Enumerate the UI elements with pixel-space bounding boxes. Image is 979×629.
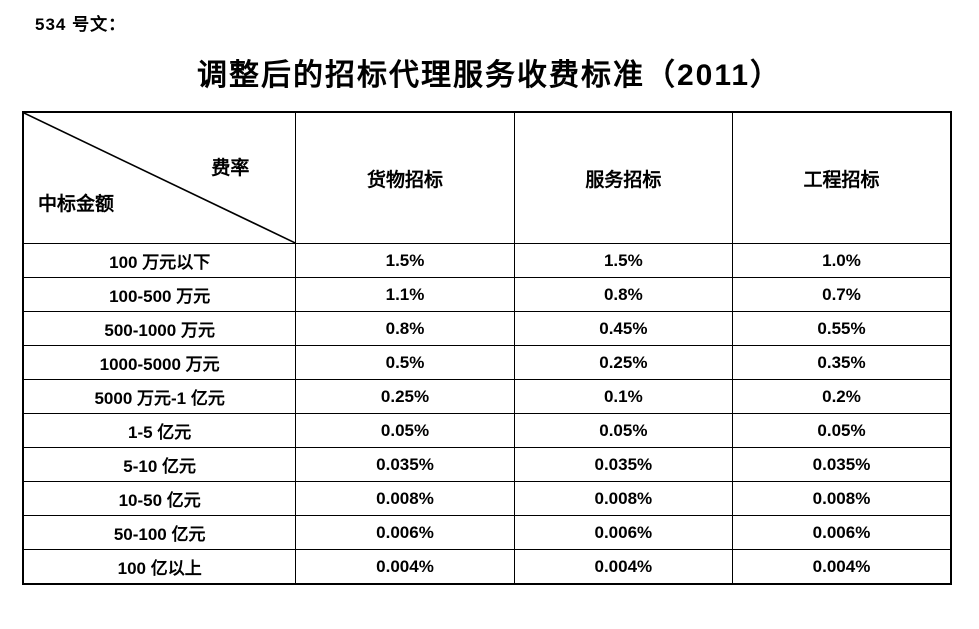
row-label-cell: 100 万元以下 [22, 243, 297, 278]
rate-cell: 0.035% [732, 447, 952, 482]
rate-cell: 0.004% [732, 549, 952, 585]
corner-label-rate: 费率 [211, 158, 250, 179]
fee-table-body: 100 万元以下 1.5% 1.5% 1.0% 100-500 万元 1.1% 0.8% 0.… [22, 243, 952, 585]
rate-cell: 0.008% [295, 481, 515, 516]
row-label-cell: 5000 万元-1 亿元 [22, 379, 297, 414]
table-row: 1000-5000 万元 0.5% 0.25% 0.35% [22, 345, 952, 380]
column-header-services: 服务招标 [513, 111, 734, 244]
doc-number-label: 534 号文： [35, 15, 127, 34]
table-row: 100 万元以下 1.5% 1.5% 1.0% [22, 243, 952, 278]
page-title: 调整后的招标代理服务收费标准（2011） [196, 59, 783, 92]
row-label-cell: 100 亿以上 [22, 549, 297, 585]
rate-cell: 0.2% [732, 379, 952, 414]
corner-header-cell: 费率 中标金额 [22, 111, 297, 244]
rate-cell: 0.05% [295, 413, 515, 448]
rate-cell: 0.004% [295, 549, 515, 585]
table-row: 500-1000 万元 0.8% 0.45% 0.55% [22, 311, 952, 346]
column-header-goods: 货物招标 [295, 111, 515, 244]
column-header-engineering: 工程招标 [732, 111, 952, 244]
row-label-cell: 1000-5000 万元 [22, 345, 297, 380]
rate-cell: 0.8% [513, 277, 734, 312]
rate-cell: 0.55% [732, 311, 952, 346]
rate-cell: 0.8% [295, 311, 515, 346]
rate-cell: 1.5% [513, 243, 734, 278]
rate-cell: 0.008% [732, 481, 952, 516]
table-row: 5000 万元-1 亿元 0.25% 0.1% 0.2% [22, 379, 952, 414]
rate-cell: 0.05% [732, 413, 952, 448]
fee-rate-table: 费率 中标金额 货物招标 服务招标 工程招标 100 万元以下 1.5% 1.5% 1… [22, 111, 952, 585]
rate-cell: 0.1% [513, 379, 734, 414]
rate-cell: 1.5% [295, 243, 515, 278]
diagonal-divider [24, 113, 295, 243]
row-label-cell: 50-100 亿元 [22, 515, 297, 550]
table-row: 1-5 亿元 0.05% 0.05% 0.05% [22, 413, 952, 448]
rate-cell: 0.006% [732, 515, 952, 550]
table-row: 50-100 亿元 0.006% 0.006% 0.006% [22, 515, 952, 550]
rate-cell: 0.45% [513, 311, 734, 346]
rate-cell: 0.7% [732, 277, 952, 312]
rate-cell: 0.006% [295, 515, 515, 550]
rate-cell: 0.5% [295, 345, 515, 380]
row-label-cell: 10-50 亿元 [22, 481, 297, 516]
row-label-cell: 500-1000 万元 [22, 311, 297, 346]
rate-cell: 0.035% [295, 447, 515, 482]
rate-cell: 0.035% [513, 447, 734, 482]
rate-cell: 1.1% [295, 277, 515, 312]
rate-cell: 0.004% [513, 549, 734, 585]
table-row: 100 亿以上 0.004% 0.004% 0.004% [22, 549, 952, 585]
rate-cell: 0.006% [513, 515, 734, 550]
row-label-cell: 1-5 亿元 [22, 413, 297, 448]
rate-cell: 0.25% [513, 345, 734, 380]
table-row: 5-10 亿元 0.035% 0.035% 0.035% [22, 447, 952, 482]
table-row: 100-500 万元 1.1% 0.8% 0.7% [22, 277, 952, 312]
header-row: 费率 中标金额 货物招标 服务招标 工程招标 [22, 111, 952, 244]
row-label-cell: 100-500 万元 [22, 277, 297, 312]
rate-cell: 0.008% [513, 481, 734, 516]
rate-cell: 0.25% [295, 379, 515, 414]
row-label-cell: 5-10 亿元 [22, 447, 297, 482]
rate-cell: 1.0% [732, 243, 952, 278]
rate-cell: 0.35% [732, 345, 952, 380]
rate-cell: 0.05% [513, 413, 734, 448]
table-row: 10-50 亿元 0.008% 0.008% 0.008% [22, 481, 952, 516]
corner-label-amount: 中标金额 [38, 194, 115, 215]
